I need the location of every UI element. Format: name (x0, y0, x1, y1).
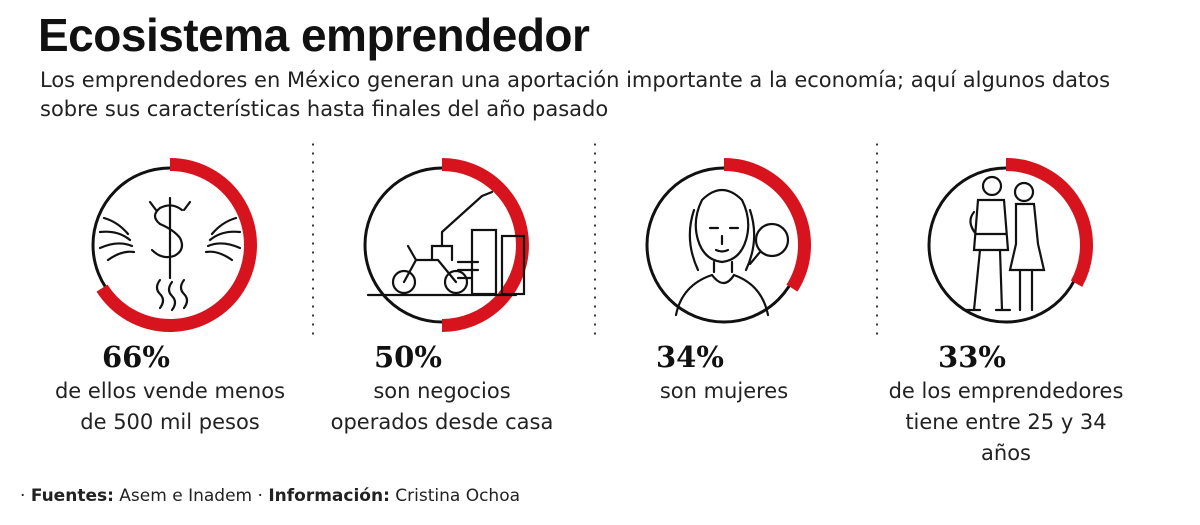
money-wings-icon (98, 196, 242, 312)
stat-value-2: 50% (374, 340, 442, 374)
page-subtitle: Los emprendedores en México generan una … (40, 68, 1111, 121)
stat-ring-4 (927, 158, 1093, 324)
stat-ring-1 (91, 158, 257, 332)
percent-arc-4 (1005, 158, 1093, 287)
stat-panel-1: 66% de ellos vende menos de 500 mil peso… (55, 140, 300, 470)
stat-label-1: de ellos vende menos de 500 mil pesos (54, 379, 286, 434)
info-value: Cristina Ochoa (395, 486, 521, 506)
stat-value-4: 33% (938, 340, 1006, 374)
divider-3 (876, 140, 878, 340)
stat-ring-3 (645, 158, 811, 324)
stat-ring-2 (363, 158, 529, 332)
percent-arc-1 (96, 158, 257, 332)
stat-panel-2: 50% son negocios operados desde casa (331, 140, 572, 470)
divider-2 (594, 140, 596, 340)
footer-separator: · (257, 486, 263, 506)
stat-label-4: de los emprendedores tiene entre 25 y 34… (888, 379, 1124, 465)
couple-icon (964, 175, 1046, 312)
info-label: Información: (268, 486, 390, 506)
woman-icon (674, 188, 790, 317)
sources-value: Asem e Inadem (119, 486, 253, 506)
stat-panel-3: 34% son mujeres (614, 140, 854, 470)
footer-bullet: · (20, 486, 26, 506)
percent-arc-2 (441, 158, 529, 332)
sources-label: Fuentes: (30, 486, 114, 506)
stat-panel-4: 33% de los emprendedores tiene entre 25 … (889, 140, 1136, 470)
percent-arc-3 (723, 158, 811, 292)
page-title: Ecosistema emprendedor (38, 9, 590, 61)
home-motorcycle-icon (366, 190, 526, 297)
stat-value-1: 66% (102, 340, 170, 374)
stat-label-2: son negocios operados desde casa (330, 379, 554, 434)
stat-value-3: 34% (656, 340, 724, 374)
footer-credits: · Fuentes: Asem e Inadem · Información: … (20, 486, 520, 506)
divider-1 (312, 140, 314, 340)
stat-label-3: son mujeres (659, 379, 789, 403)
